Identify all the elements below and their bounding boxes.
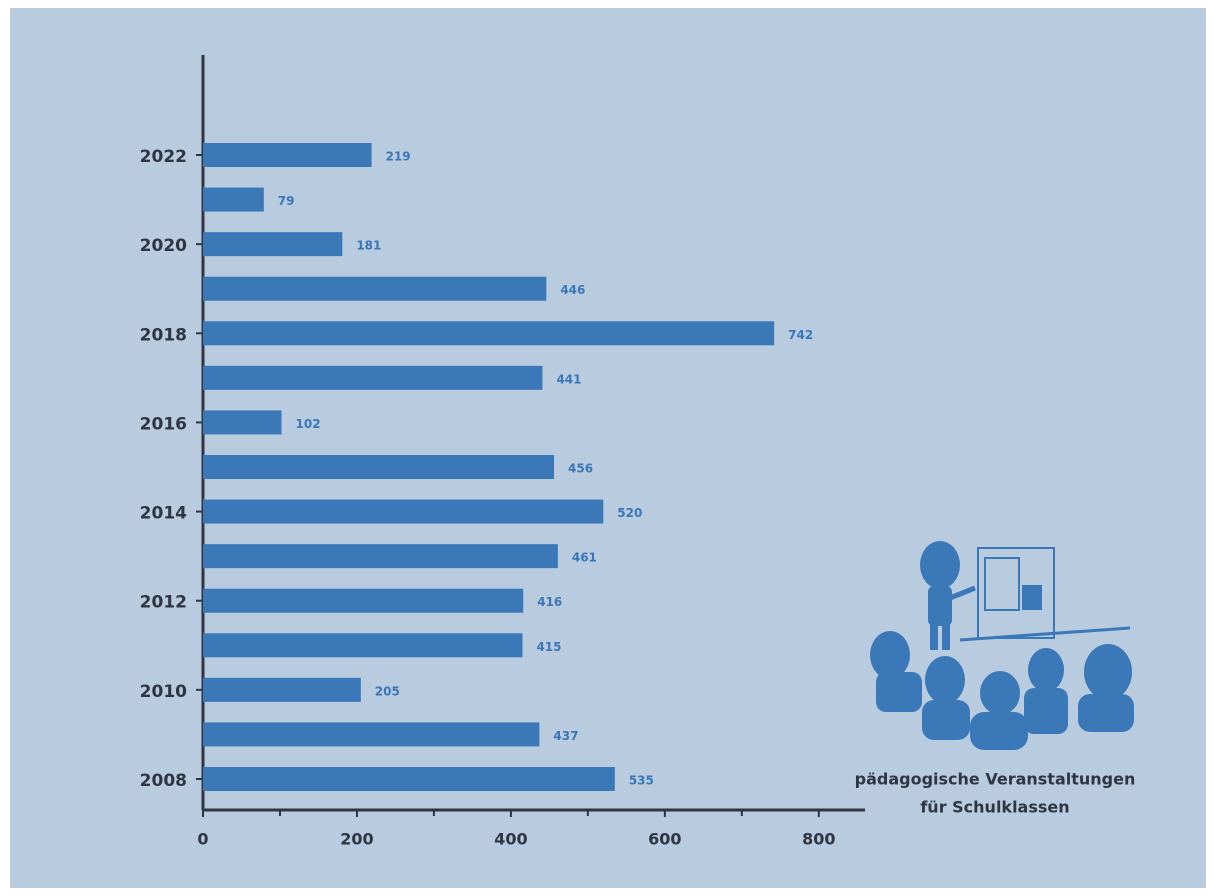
value-label: 205 bbox=[375, 684, 400, 698]
value-label: 437 bbox=[553, 729, 578, 743]
value-label: 456 bbox=[568, 462, 593, 476]
y-tick-label: 2012 bbox=[140, 593, 187, 613]
bar bbox=[203, 321, 775, 346]
x-tick-label: 200 bbox=[340, 830, 373, 849]
bar bbox=[203, 722, 540, 747]
y-tick-label: 2018 bbox=[140, 325, 187, 345]
background bbox=[10, 8, 1206, 888]
value-label: 416 bbox=[537, 595, 562, 609]
bar bbox=[203, 588, 524, 613]
x-tick-label: 600 bbox=[648, 830, 681, 849]
x-tick-label: 400 bbox=[494, 830, 527, 849]
value-label: 742 bbox=[788, 328, 813, 342]
value-label: 181 bbox=[356, 239, 381, 253]
annotation: pädagogische Veranstaltungen bbox=[855, 770, 1136, 789]
value-label: 219 bbox=[386, 150, 411, 164]
value-label: 415 bbox=[536, 640, 561, 654]
bar bbox=[203, 455, 555, 479]
y-tick-label: 2010 bbox=[140, 682, 187, 702]
bar bbox=[203, 410, 282, 435]
bar bbox=[203, 187, 264, 212]
value-label: 441 bbox=[556, 372, 581, 386]
annotation: für Schulklassen bbox=[920, 798, 1069, 817]
value-label: 79 bbox=[278, 194, 295, 208]
bar bbox=[203, 767, 615, 791]
bar bbox=[203, 365, 543, 390]
x-tick-label: 0 bbox=[197, 830, 208, 849]
x-tick-label: 800 bbox=[802, 830, 835, 849]
value-label: 102 bbox=[296, 417, 321, 431]
illustration bbox=[870, 541, 1134, 750]
bar bbox=[203, 232, 343, 257]
value-label: 446 bbox=[560, 283, 585, 297]
bar bbox=[203, 499, 604, 524]
y-tick-label: 2022 bbox=[140, 147, 187, 167]
bar bbox=[203, 677, 361, 702]
bar bbox=[203, 143, 372, 167]
value-label: 520 bbox=[617, 506, 642, 520]
y-tick-label: 2008 bbox=[140, 771, 187, 791]
y-tick-label: 2016 bbox=[140, 414, 187, 434]
value-label: 461 bbox=[572, 551, 597, 565]
value-label: 535 bbox=[629, 774, 654, 788]
y-tick-label: 2020 bbox=[140, 236, 187, 256]
y-tick-label: 2014 bbox=[140, 504, 187, 524]
bar bbox=[203, 276, 547, 301]
bar bbox=[203, 633, 523, 658]
bar bbox=[203, 544, 558, 569]
